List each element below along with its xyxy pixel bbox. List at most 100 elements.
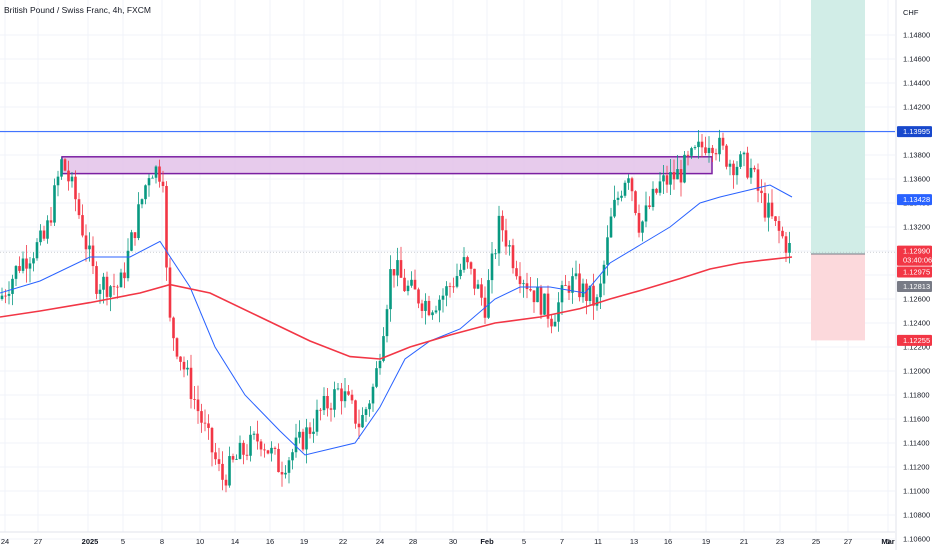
candle-body: [627, 178, 630, 183]
candle-body: [378, 360, 382, 369]
candle-body: [242, 442, 245, 455]
candle-body: [749, 167, 753, 178]
time-axis[interactable]: 24 27 2025 5 8 10 14 16 19 22 24 28 30 Feb 5 7 11 13 16 19 2…: [0, 531, 895, 546]
candle-body: [438, 299, 441, 311]
price-tick-label: 1.14400: [903, 79, 930, 88]
candle-body: [312, 431, 315, 434]
candle-body: [217, 459, 221, 464]
candle-body: [144, 185, 147, 200]
candle-body: [756, 169, 760, 191]
candle-body: [322, 396, 326, 411]
candle-body: [193, 399, 196, 400]
candle-body: [452, 286, 455, 288]
candle-body: [364, 409, 368, 415]
candle-body: [501, 215, 504, 231]
time-tick-label: 11: [594, 537, 602, 546]
resistance-line[interactable]: [0, 131, 895, 253]
candle-body: [473, 268, 476, 289]
candle-body: [462, 257, 466, 270]
candle-body: [336, 388, 340, 390]
candle-body: [228, 456, 231, 486]
time-tick-label: 19: [300, 537, 308, 546]
candle-body: [767, 202, 770, 218]
time-tick-label: 25: [812, 537, 820, 546]
stop-zone[interactable]: [811, 254, 865, 341]
candle-body: [550, 318, 553, 327]
candle-body: [704, 147, 707, 154]
candle-body: [291, 452, 294, 461]
candle-body: [606, 237, 609, 265]
candle-body: [553, 321, 557, 327]
price-tag-bg: [897, 194, 932, 206]
candle-body: [35, 242, 39, 259]
candle-body: [497, 215, 501, 254]
candle-body: [305, 427, 308, 450]
candle-body: [571, 276, 574, 293]
candle-body: [431, 312, 434, 316]
candle-body: [175, 338, 179, 357]
ma-fast-line: [0, 184, 793, 456]
candle-body: [189, 367, 193, 400]
candle-body: [781, 230, 784, 237]
candle-body: [298, 431, 301, 438]
candle-body: [637, 213, 641, 233]
candle-body: [46, 220, 49, 239]
price-tick-label: 1.11000: [903, 487, 930, 496]
time-tick-label: 27: [34, 537, 42, 546]
candle-body: [490, 253, 494, 281]
candle-body: [371, 386, 375, 404]
candle-body: [179, 356, 182, 362]
candle-body: [375, 368, 378, 387]
candle-body: [725, 145, 728, 167]
last-price-label: 1.12990: [903, 247, 930, 256]
symbol-title[interactable]: British Pound / Swiss Franc, 4h, FXCM: [4, 5, 151, 15]
candle-body: [319, 409, 322, 411]
candle-body: [595, 297, 599, 306]
candle-body: [396, 260, 399, 276]
candle-body: [333, 389, 336, 410]
position-tool[interactable]: [811, 0, 865, 341]
candle-body: [630, 178, 634, 192]
moving-averages: [0, 184, 793, 456]
candle-body: [770, 202, 774, 217]
candle-body: [417, 289, 420, 304]
candle-body: [739, 154, 742, 167]
candle-body: [326, 396, 329, 409]
candle-body: [116, 286, 119, 288]
candle-body: [186, 367, 189, 370]
candle-body: [70, 176, 74, 182]
time-tick-label: 5: [886, 537, 890, 546]
candle-body: [28, 263, 32, 269]
candle-body: [172, 317, 175, 339]
candle-body: [592, 285, 595, 306]
candle-body: [308, 427, 312, 434]
target-zone[interactable]: [811, 0, 865, 254]
candle-body: [504, 230, 508, 247]
candle-body: [413, 279, 417, 290]
candle-body: [151, 177, 154, 179]
candle-body: [81, 215, 84, 236]
candle-body: [728, 163, 732, 167]
candle-body: [599, 283, 602, 298]
candle-body: [74, 176, 77, 200]
price-tick-label: 1.14200: [903, 103, 930, 112]
candle-body: [161, 181, 165, 186]
candle-body: [487, 280, 490, 318]
candle-body: [455, 276, 459, 287]
candle-body: [448, 286, 452, 288]
price-tick-label: 1.11400: [903, 439, 930, 448]
candle-body: [480, 284, 483, 298]
candle-body: [361, 414, 364, 428]
candle-body: [515, 268, 518, 277]
candle-body: [158, 166, 161, 182]
candle-body: [532, 290, 536, 303]
candle-body: [382, 336, 385, 361]
candle-body: [259, 441, 263, 450]
candle-body: [693, 147, 697, 149]
price-tag-label: 1.12813: [903, 282, 930, 291]
candle-body: [224, 479, 228, 486]
time-tick-label: 8: [160, 537, 164, 546]
time-tick-label: 23: [776, 537, 784, 546]
